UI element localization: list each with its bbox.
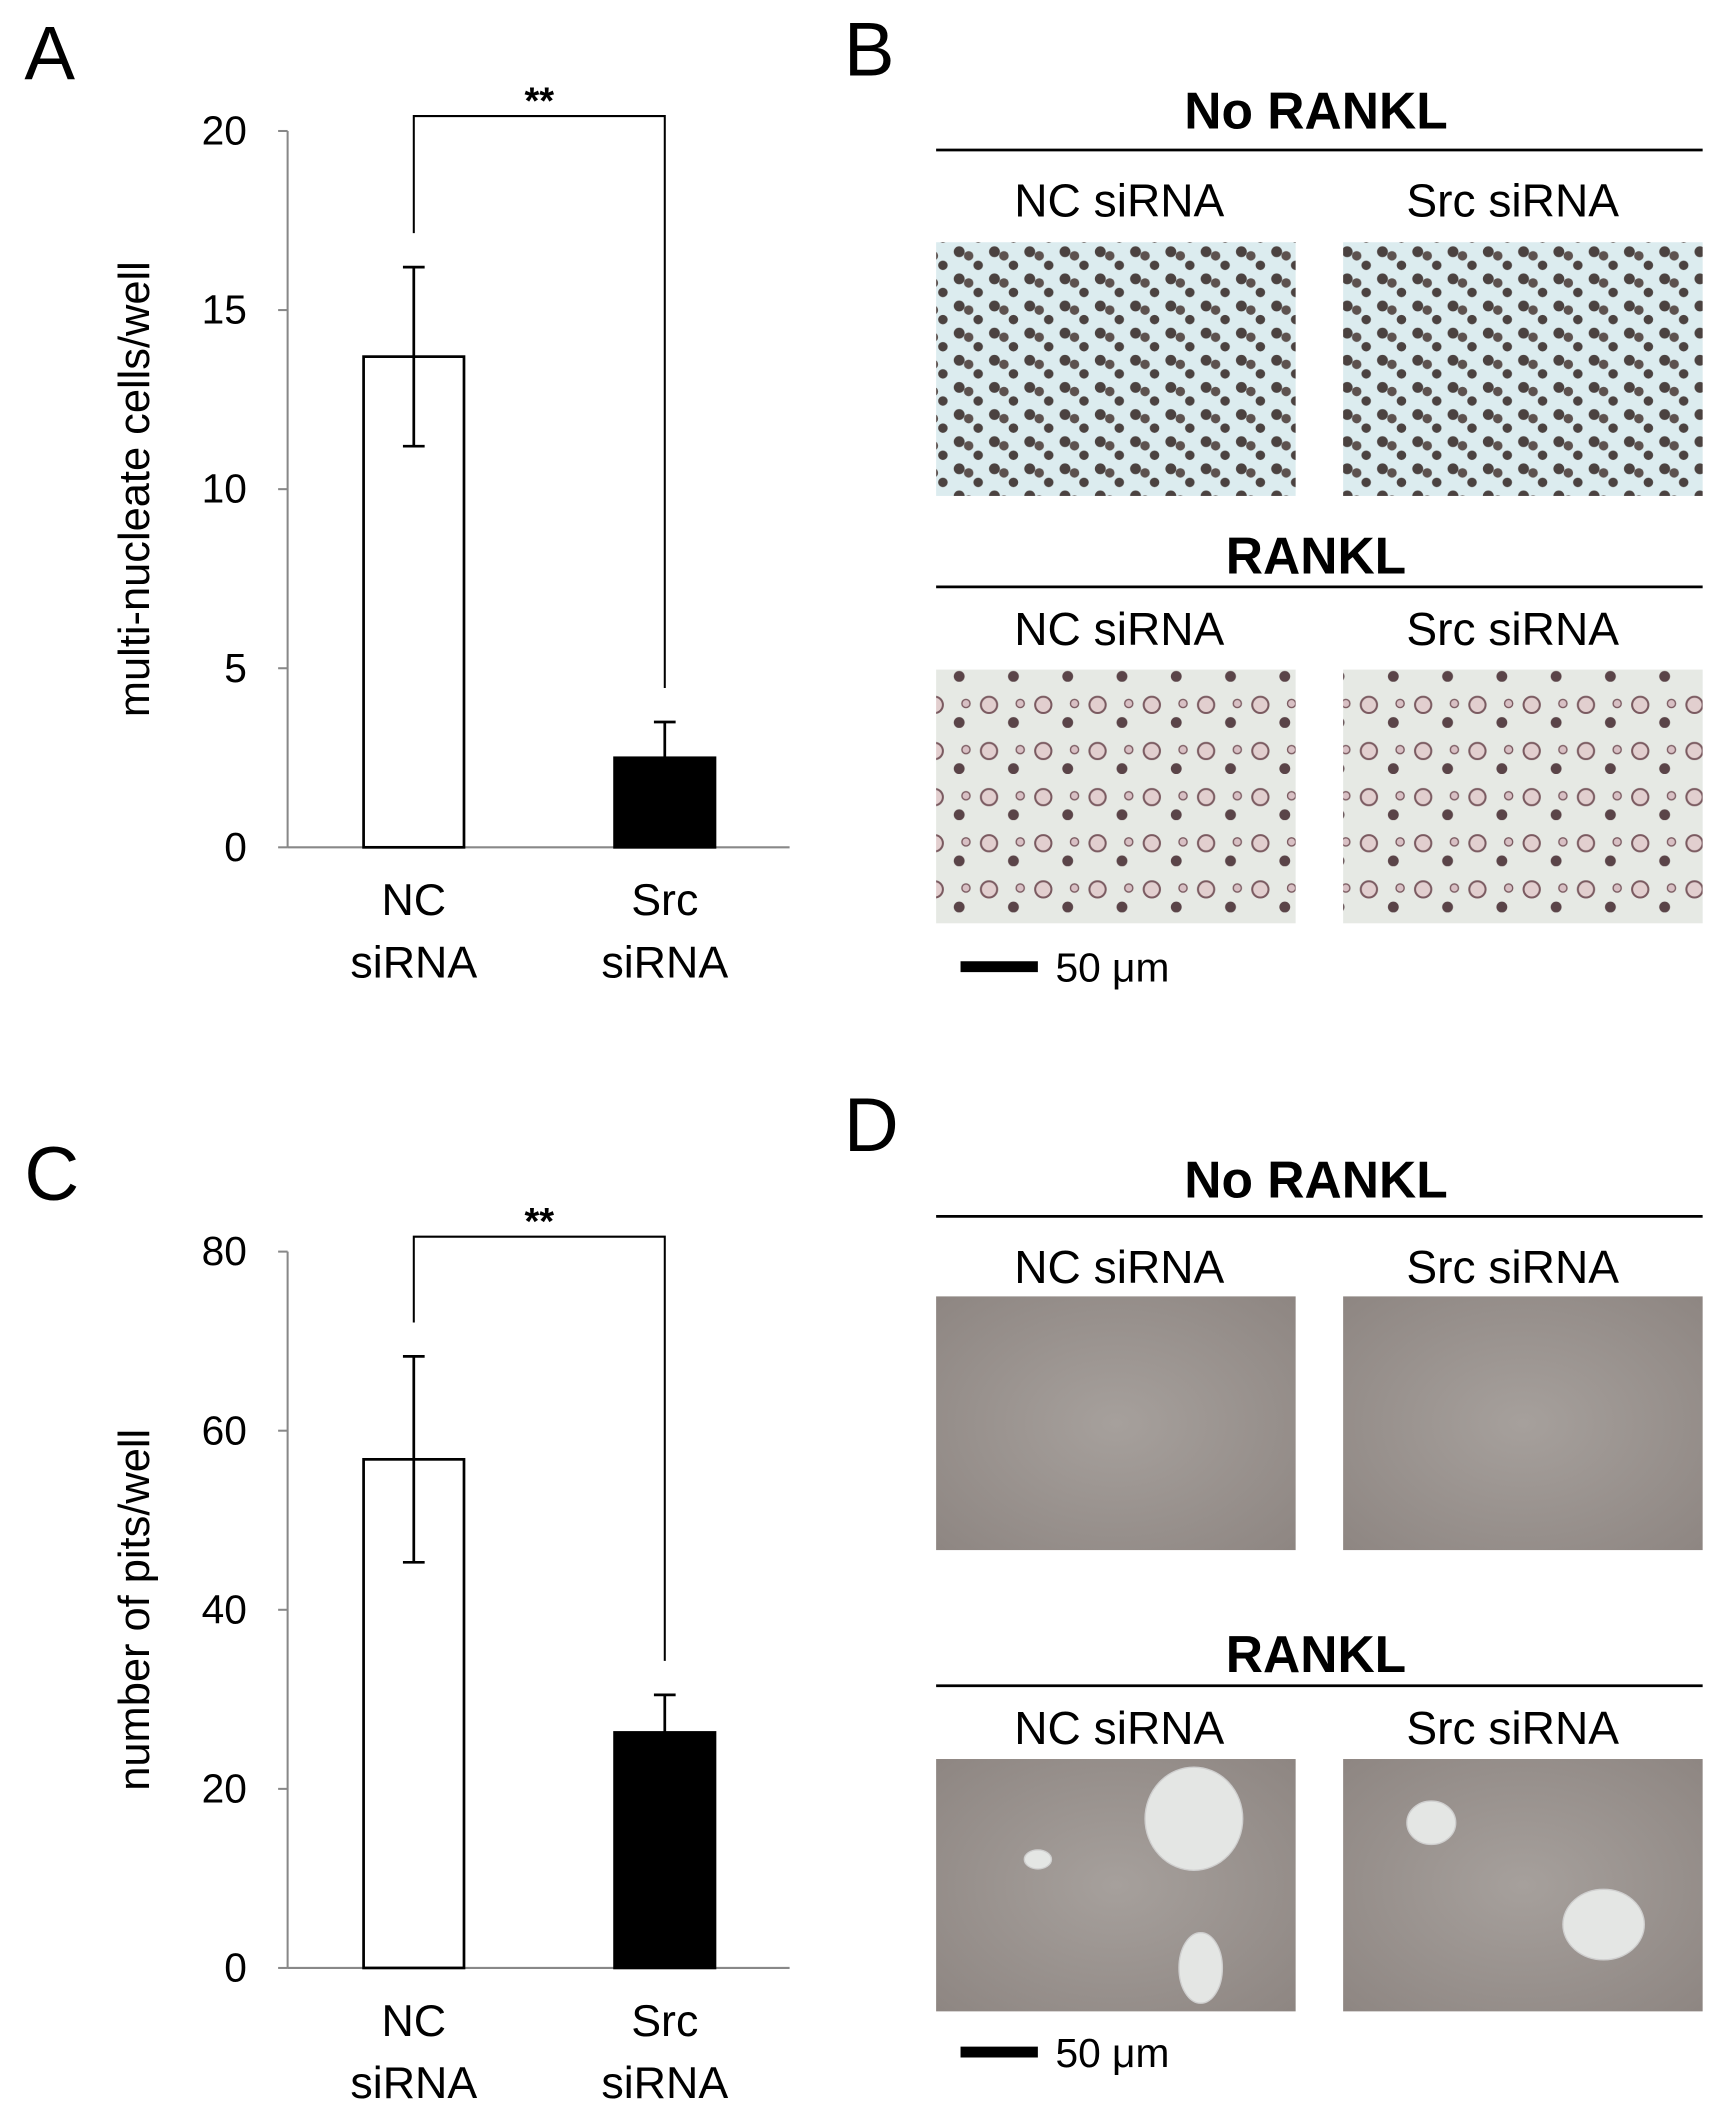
y-axis-label: number of pits/well xyxy=(111,1429,159,1791)
significance-bracket xyxy=(412,1235,666,1661)
x-tick-label: Src siRNA xyxy=(601,1996,728,2108)
y-tick-label: 0 xyxy=(224,824,247,870)
resorption-pit xyxy=(1023,1849,1053,1870)
column-label: NC siRNA xyxy=(1014,1702,1224,1754)
y-tick-label: 0 xyxy=(224,1945,247,1991)
y-tick-label: 20 xyxy=(202,108,247,154)
micrograph xyxy=(1343,242,1703,496)
panel-label: C xyxy=(24,1132,79,1217)
micrograph xyxy=(1343,1759,1703,2012)
significance-label: ** xyxy=(525,1201,555,1243)
column-label: Src siRNA xyxy=(1406,1241,1619,1293)
y-tick-label: 80 xyxy=(202,1228,247,1274)
x-tick-label: NC siRNA xyxy=(350,875,477,987)
y-tick-label: 40 xyxy=(202,1586,247,1632)
x-tick-label: Src siRNA xyxy=(601,875,728,987)
column-label: NC siRNA xyxy=(1014,174,1224,226)
micrograph xyxy=(936,242,1296,496)
scale-bar-label: 50 μm xyxy=(1056,2030,1170,2076)
scale-bar-label: 50 μm xyxy=(1056,945,1170,991)
column-label: Src siRNA xyxy=(1406,174,1619,226)
micrograph xyxy=(936,1296,1296,1551)
column-label: NC siRNA xyxy=(1014,603,1224,655)
x-tick-label: NC siRNA xyxy=(350,1996,477,2108)
panel-label: D xyxy=(844,1083,899,1168)
micrograph xyxy=(1343,669,1703,924)
group-title: No RANKL xyxy=(1184,1150,1447,1208)
resorption-pit xyxy=(1562,1888,1645,1961)
column-label: Src siRNA xyxy=(1406,1702,1619,1754)
group-title: RANKL xyxy=(1226,526,1406,584)
panel-label: A xyxy=(24,11,75,96)
y-tick-label: 15 xyxy=(202,287,247,333)
resorption-pit xyxy=(1144,1766,1244,1871)
micrograph xyxy=(936,669,1296,924)
y-tick-label: 5 xyxy=(224,645,247,691)
panel-label: B xyxy=(844,7,895,92)
y-tick-label: 20 xyxy=(202,1765,247,1811)
significance-label: ** xyxy=(525,80,555,122)
group-title: No RANKL xyxy=(1184,81,1447,139)
micrograph xyxy=(1343,1296,1703,1551)
resorption-pit xyxy=(1178,1931,1224,2004)
y-tick-label: 60 xyxy=(202,1407,247,1453)
column-label: Src siRNA xyxy=(1406,603,1619,655)
significance-bracket xyxy=(412,115,666,689)
column-label: NC siRNA xyxy=(1014,1241,1224,1293)
y-tick-label: 10 xyxy=(202,466,247,512)
micrograph xyxy=(936,1759,1296,2012)
y-axis-label: multi-nucleate cells/well xyxy=(111,261,159,717)
resorption-pit xyxy=(1406,1800,1457,1846)
group-title: RANKL xyxy=(1226,1625,1406,1683)
